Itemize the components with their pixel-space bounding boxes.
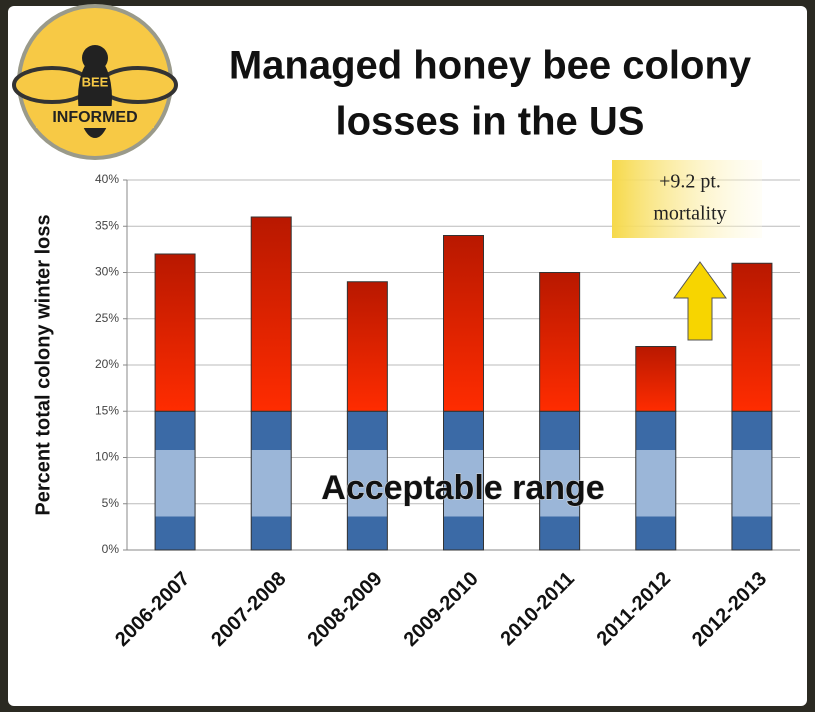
chart-title: losses in the US (336, 100, 645, 144)
logo-text: BEE (82, 74, 109, 89)
y-tick-label: 30% (95, 265, 119, 279)
y-tick-label: 20% (95, 357, 119, 371)
y-tick-label: 35% (95, 218, 119, 232)
logo: BEE INFORMED (14, 6, 176, 158)
y-tick-label: 10% (95, 450, 119, 464)
bar-segment (347, 282, 387, 412)
y-tick-label: 0% (102, 542, 120, 556)
y-axis-label: Percent total colony winter loss (32, 214, 54, 515)
bar-segment (540, 273, 580, 412)
bar-segment (732, 411, 772, 550)
logo-text: INFORMED (52, 109, 137, 126)
bar-segment (636, 411, 676, 550)
bar-segment (155, 254, 195, 411)
bar-segment (444, 236, 484, 412)
y-tick-label: 25% (95, 311, 119, 325)
annotation: +9.2 pt. (659, 171, 721, 193)
bar-segment (251, 411, 291, 550)
bar-segment (732, 263, 772, 411)
y-tick-label: 15% (95, 403, 119, 417)
band-label: Acceptable range (321, 469, 604, 507)
bar-segment (251, 217, 291, 411)
y-tick-label: 5% (102, 496, 120, 510)
bar-segment (636, 347, 676, 412)
y-tick-label: 40% (95, 172, 119, 186)
bar-segment (155, 411, 195, 550)
chart: BEE INFORMED Managed honey bee colony lo… (0, 0, 815, 712)
annotation: mortality (653, 203, 726, 225)
chart-title: Managed honey bee colony (229, 44, 752, 88)
